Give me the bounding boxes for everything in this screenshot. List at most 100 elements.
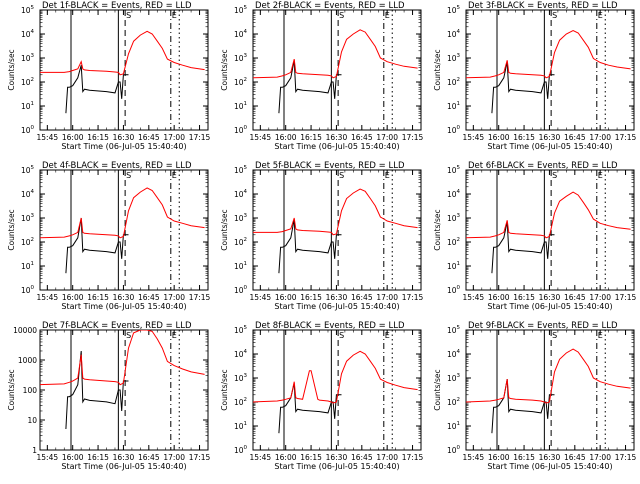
- y-tick-label: 101: [447, 101, 460, 111]
- y-tick-label: 103: [447, 373, 461, 383]
- y-tick-label: 100: [447, 125, 461, 135]
- events-series-line: [491, 379, 555, 434]
- y-tick-label: 103: [21, 213, 35, 223]
- plot-frame: [465, 169, 635, 291]
- events-series-line: [491, 61, 555, 114]
- y-tick-label: 104: [447, 349, 461, 359]
- x-tick-label: 16:00: [62, 453, 84, 462]
- lld-series-line: [40, 330, 205, 386]
- y-axis-label: Counts/sec: [433, 209, 442, 250]
- panel-title: Det 4f-BLACK = Events, RED = LLD: [42, 161, 192, 171]
- lld-series-line: [466, 29, 631, 79]
- x-tick-label: 16:00: [62, 293, 84, 302]
- y-axis-label: Counts/sec: [220, 209, 229, 250]
- x-tick-label: 17:00: [589, 453, 611, 462]
- x-tick-label: 16:30: [326, 453, 348, 462]
- y-tick-label: 102: [447, 237, 460, 247]
- x-tick-label: 15:45: [250, 453, 272, 462]
- plot-frame: [252, 169, 422, 291]
- y-axis-label: Counts/sec: [7, 369, 16, 410]
- y-tick-label: 101: [447, 421, 460, 431]
- x-tick-label: 17:00: [589, 293, 611, 302]
- x-tick-label: 16:45: [351, 133, 373, 142]
- y-tick-label: 101: [234, 101, 247, 111]
- x-tick-label: 16:15: [87, 133, 109, 142]
- lld-series-line: [466, 348, 631, 404]
- y-tick-label: 102: [234, 397, 247, 407]
- marker-label: E: [598, 11, 603, 20]
- x-tick-label: 16:15: [300, 293, 322, 302]
- x-tick-label: 16:00: [488, 133, 510, 142]
- x-tick-label: 15:45: [463, 293, 485, 302]
- marker-label: S: [126, 331, 131, 340]
- y-tick-label: 100: [447, 285, 461, 295]
- x-tick-label: 17:15: [615, 453, 637, 462]
- plot-frame: [252, 9, 422, 131]
- y-axis-label: Counts/sec: [433, 49, 442, 90]
- x-tick-label: 17:15: [615, 133, 637, 142]
- y-tick-label: 101: [234, 421, 247, 431]
- y-tick-label: 102: [447, 397, 460, 407]
- x-tick-label: 17:00: [163, 453, 185, 462]
- y-tick-label: 104: [234, 189, 248, 199]
- x-tick-label: 17:15: [189, 453, 211, 462]
- lld-series-line: [40, 187, 205, 239]
- panel-title: Det 2f-BLACK = Events, RED = LLD: [255, 1, 405, 11]
- x-tick-label: 16:15: [300, 453, 322, 462]
- x-tick-label: 16:15: [513, 453, 535, 462]
- x-tick-label: 16:15: [300, 133, 322, 142]
- y-axis-label: Counts/sec: [220, 369, 229, 410]
- y-tick-label: 103: [21, 53, 35, 63]
- y-tick-label: 103: [234, 213, 248, 223]
- plot-frame: [252, 329, 422, 451]
- events-series-line: [65, 350, 129, 430]
- marker-label: E: [598, 171, 603, 180]
- x-tick-label: 17:15: [189, 293, 211, 302]
- x-tick-label: 16:00: [275, 293, 297, 302]
- x-tick-label: 15:45: [463, 453, 485, 462]
- y-tick-label: 101: [447, 261, 460, 271]
- x-tick-label: 16:00: [488, 293, 510, 302]
- x-tick-label: 15:45: [37, 133, 59, 142]
- plot-frame: [465, 329, 635, 451]
- plot-frame: [465, 9, 635, 131]
- marker-label: E: [385, 11, 390, 20]
- panel-title: Det 9f-BLACK = Events, RED = LLD: [468, 321, 618, 331]
- x-tick-label: 16:30: [113, 453, 135, 462]
- x-tick-label: 15:45: [463, 133, 485, 142]
- y-tick-label: 105: [234, 325, 248, 335]
- y-tick-label: 104: [234, 349, 248, 359]
- x-tick-label: 16:45: [138, 453, 160, 462]
- x-tick-label: 16:00: [488, 453, 510, 462]
- x-tick-label: 16:00: [275, 453, 297, 462]
- x-axis-label: Start Time (06-Jul-05 15:40:40): [61, 142, 186, 151]
- y-tick-label: 104: [234, 29, 248, 39]
- x-tick-label: 17:15: [615, 293, 637, 302]
- x-tick-label: 15:45: [250, 133, 272, 142]
- x-axis-label: Start Time (06-Jul-05 15:40:40): [487, 142, 612, 151]
- x-tick-label: 17:00: [376, 133, 398, 142]
- y-tick-label: 102: [234, 77, 247, 87]
- y-axis-label: Counts/sec: [220, 49, 229, 90]
- x-tick-label: 16:45: [351, 293, 373, 302]
- x-axis-label: Start Time (06-Jul-05 15:40:40): [487, 302, 612, 311]
- plot-frame: [39, 9, 209, 131]
- marker-label: S: [552, 11, 557, 20]
- y-tick-label: 103: [447, 213, 461, 223]
- y-tick-label: 1: [32, 446, 37, 455]
- x-axis-label: Start Time (06-Jul-05 15:40:40): [274, 142, 399, 151]
- marker-label: E: [385, 171, 390, 180]
- marker-label: S: [552, 331, 557, 340]
- y-tick-label: 100: [23, 386, 38, 395]
- lld-series-line: [253, 29, 418, 79]
- y-tick-label: 101: [21, 261, 34, 271]
- x-tick-label: 16:45: [138, 293, 160, 302]
- x-axis-label: Start Time (06-Jul-05 15:40:40): [61, 462, 186, 471]
- x-axis-label: Start Time (06-Jul-05 15:40:40): [487, 462, 612, 471]
- panel-title: Det 1f-BLACK = Events, RED = LLD: [42, 1, 192, 11]
- events-series-line: [491, 221, 555, 274]
